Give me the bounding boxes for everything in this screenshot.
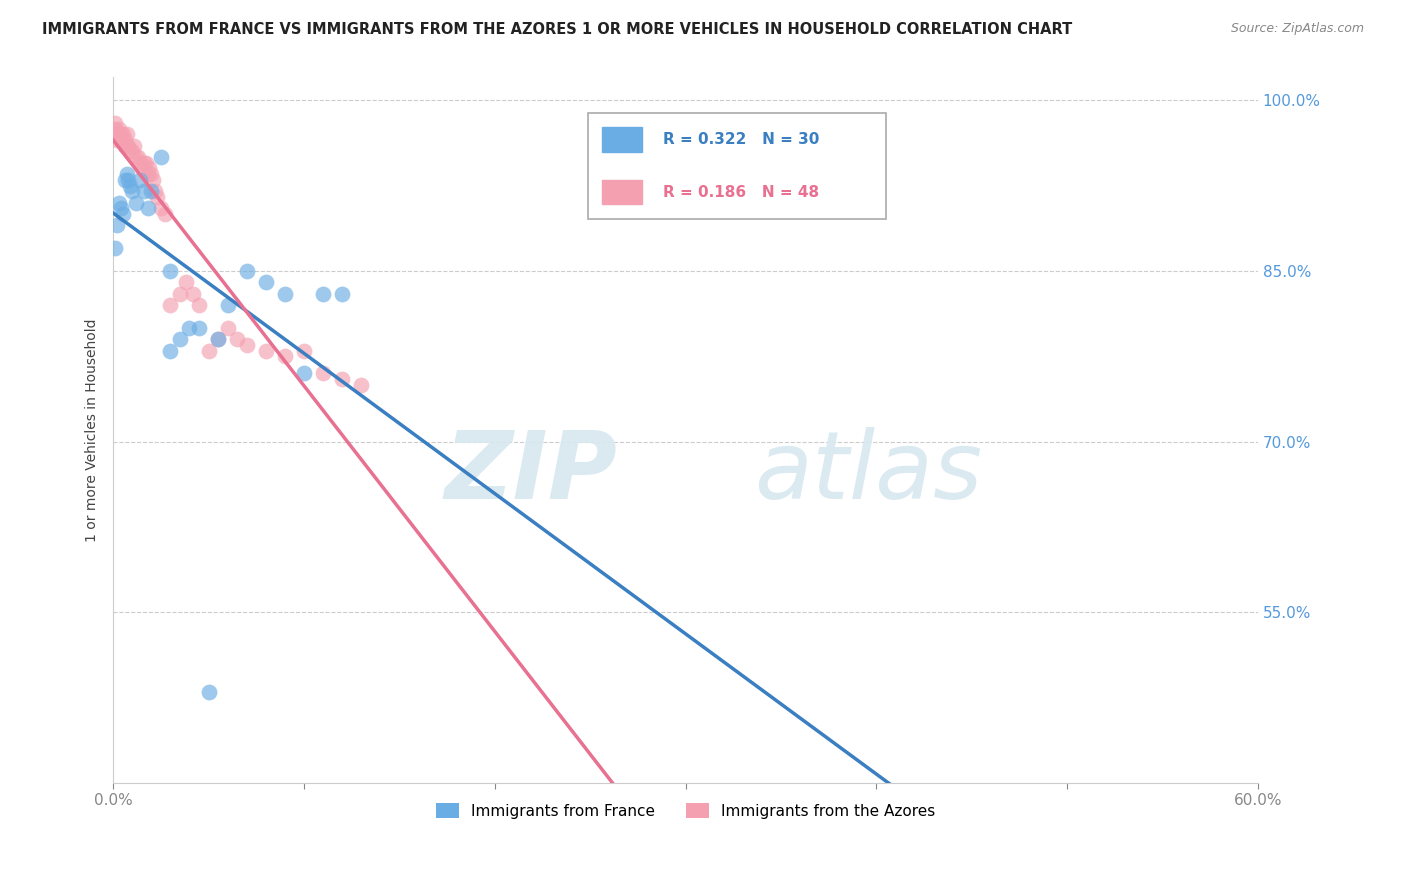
- Point: [330, 372, 353, 386]
- Point: [197, 685, 219, 699]
- Bar: [602, 180, 643, 204]
- Point: [149, 202, 172, 216]
- Point: [111, 128, 134, 142]
- Point: [350, 377, 373, 392]
- Point: [122, 138, 145, 153]
- Point: [105, 133, 128, 147]
- Point: [217, 321, 239, 335]
- Point: [188, 321, 211, 335]
- Point: [274, 349, 297, 363]
- Point: [141, 167, 163, 181]
- Point: [136, 202, 159, 216]
- Point: [108, 195, 131, 210]
- Point: [330, 286, 353, 301]
- Point: [254, 343, 277, 358]
- Point: [169, 332, 191, 346]
- Point: [235, 264, 257, 278]
- Point: [169, 286, 191, 301]
- Point: [254, 275, 277, 289]
- Point: [159, 343, 181, 358]
- Text: IMMIGRANTS FROM FRANCE VS IMMIGRANTS FROM THE AZORES 1 OR MORE VEHICLES IN HOUSE: IMMIGRANTS FROM FRANCE VS IMMIGRANTS FRO…: [42, 22, 1073, 37]
- Point: [138, 161, 160, 176]
- Text: Source: ZipAtlas.com: Source: ZipAtlas.com: [1230, 22, 1364, 36]
- Point: [111, 207, 134, 221]
- Point: [125, 150, 148, 164]
- Point: [217, 298, 239, 312]
- Point: [136, 167, 159, 181]
- Point: [115, 128, 138, 142]
- Point: [153, 207, 176, 221]
- Point: [117, 138, 139, 153]
- Text: R = 0.186   N = 48: R = 0.186 N = 48: [662, 185, 818, 200]
- Point: [174, 275, 197, 289]
- Point: [115, 167, 138, 181]
- Point: [105, 219, 128, 233]
- Point: [117, 173, 139, 187]
- Text: R = 0.322   N = 30: R = 0.322 N = 30: [662, 132, 820, 146]
- Point: [127, 150, 149, 164]
- Point: [207, 332, 229, 346]
- Point: [149, 150, 172, 164]
- Point: [159, 298, 181, 312]
- Bar: [602, 127, 643, 152]
- Point: [141, 184, 163, 198]
- Point: [129, 156, 152, 170]
- Point: [104, 121, 127, 136]
- Point: [226, 332, 249, 346]
- Point: [132, 156, 155, 170]
- Point: [110, 133, 132, 147]
- Text: atlas: atlas: [754, 427, 983, 518]
- Point: [108, 121, 131, 136]
- Point: [108, 128, 131, 142]
- Point: [104, 116, 127, 130]
- Legend: Immigrants from France, Immigrants from the Azores: Immigrants from France, Immigrants from …: [430, 797, 941, 825]
- Point: [115, 138, 138, 153]
- Point: [110, 202, 132, 216]
- Point: [120, 178, 142, 193]
- Point: [111, 133, 134, 147]
- Point: [104, 241, 127, 255]
- Point: [292, 367, 315, 381]
- Point: [129, 173, 152, 187]
- Point: [114, 138, 136, 153]
- Point: [235, 338, 257, 352]
- Point: [125, 195, 148, 210]
- FancyBboxPatch shape: [588, 112, 886, 219]
- Point: [292, 343, 315, 358]
- Point: [312, 286, 335, 301]
- Point: [105, 128, 128, 142]
- Point: [135, 156, 157, 170]
- Point: [181, 286, 204, 301]
- Point: [179, 321, 201, 335]
- Point: [131, 161, 153, 176]
- Point: [197, 343, 219, 358]
- Point: [114, 133, 136, 147]
- Point: [114, 173, 136, 187]
- Point: [142, 173, 165, 187]
- Point: [188, 298, 211, 312]
- Y-axis label: 1 or more Vehicles in Household: 1 or more Vehicles in Household: [86, 318, 100, 542]
- Point: [121, 145, 143, 159]
- Point: [274, 286, 297, 301]
- Point: [146, 190, 169, 204]
- Point: [132, 184, 155, 198]
- Point: [110, 128, 132, 142]
- Point: [159, 264, 181, 278]
- Point: [207, 332, 229, 346]
- Point: [120, 145, 142, 159]
- Text: ZIP: ZIP: [444, 426, 617, 518]
- Point: [121, 184, 143, 198]
- Point: [312, 367, 335, 381]
- Point: [143, 184, 166, 198]
